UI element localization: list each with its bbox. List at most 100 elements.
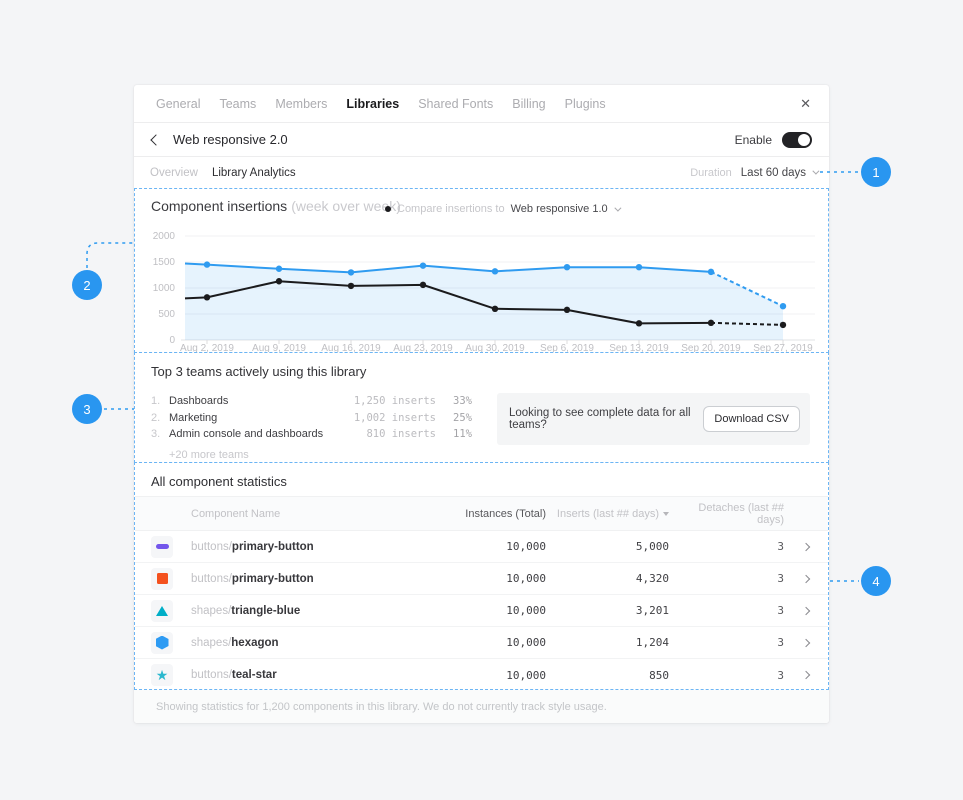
x-axis-tick-label: Sep 6, 2019	[540, 343, 594, 352]
nav-tab-billing[interactable]: Billing	[512, 96, 546, 111]
detaches-value: 3	[777, 572, 784, 585]
nav-tab-libraries[interactable]: Libraries	[346, 96, 400, 111]
series-area-fill	[185, 263, 783, 340]
component-thumbnail	[151, 631, 173, 654]
detaches-value: 3	[777, 668, 784, 682]
callout-badge-3: 3	[72, 394, 102, 424]
x-axis-tick-label: Sep 20, 2019	[681, 343, 741, 352]
team-rank: 1.	[151, 395, 161, 408]
series-line-projected-1	[710, 321, 784, 326]
chevron-right-icon[interactable]	[801, 574, 811, 583]
tab-library-analytics[interactable]: Library Analytics	[211, 166, 296, 179]
more-teams-link[interactable]: +20 more teams	[169, 449, 249, 461]
orange-square-icon	[156, 573, 168, 584]
y-axis-tick-label: 500	[158, 309, 175, 320]
duration-label: Duration	[690, 166, 732, 179]
footnote-text: Showing statistics for 1,200 components …	[156, 700, 607, 713]
table-body: buttons/primary-button 10,000 5,000 3 bu…	[135, 531, 828, 691]
instances-value: 10,000	[506, 540, 546, 553]
data-point	[707, 319, 715, 327]
insertions-line-chart: 0 500 1000 1500 2000 Aug 2, 2019 Aug 9, 2019 Au…	[153, 231, 815, 352]
data-point	[707, 268, 715, 276]
teal-star-icon	[156, 668, 169, 682]
column-detaches: Detaches (last ## days)	[698, 501, 784, 526]
inserts-value: 4,320	[635, 572, 669, 585]
table-row[interactable]: buttons/teal-star 10,000 850 3	[135, 659, 828, 691]
x-axis-tick-label: Aug 9, 2019	[252, 343, 306, 352]
team-rank: 3.	[151, 428, 161, 441]
duration-dropdown[interactable]: Last 60 days	[740, 166, 820, 179]
table-row[interactable]: buttons/primary-button 10,000 4,320 3	[135, 563, 828, 595]
column-inserts-sortable[interactable]: Inserts (last ## days)	[546, 508, 669, 520]
inserts-value: 3,201	[635, 604, 669, 617]
team-name: Admin console and dashboards	[169, 428, 324, 441]
data-point	[779, 303, 787, 310]
data-point	[275, 278, 283, 285]
instances-value: 10,000	[506, 604, 546, 617]
y-axis-tick-label: 1500	[153, 257, 176, 268]
data-point	[203, 294, 211, 301]
top-teams-title: Top 3 teams actively using this library	[151, 364, 367, 379]
callout-badge-2: 2	[72, 270, 102, 300]
component-statistics-title: All component statistics	[151, 474, 287, 489]
chart-subtitle: (week over week)	[291, 198, 401, 214]
nav-tab-general[interactable]: General	[156, 96, 201, 111]
chevron-down-icon	[812, 167, 820, 175]
nav-tab-plugins[interactable]: Plugins	[564, 96, 606, 111]
chevron-right-icon[interactable]	[801, 542, 811, 551]
team-row: 3. Admin console and dashboards 810 inse…	[151, 426, 472, 443]
table-header-row: Component Name Instances (Total) Inserts…	[135, 496, 828, 531]
column-inserts-label: Inserts (last ## days)	[556, 507, 659, 520]
enable-toggle[interactable]	[782, 131, 812, 148]
detaches-value: 3	[777, 540, 784, 553]
component-name: hexagon	[231, 636, 279, 649]
toggle-knob	[798, 133, 810, 146]
chevron-right-icon[interactable]	[801, 638, 811, 647]
team-inserts: 1,002 inserts	[353, 411, 436, 424]
nav-tab-teams[interactable]: Teams	[219, 96, 257, 111]
component-prefix: shapes/	[191, 636, 232, 649]
team-name: Dashboards	[169, 395, 229, 408]
inserts-value: 5,000	[635, 540, 669, 553]
data-point	[635, 264, 643, 271]
statistics-footnote: Showing statistics for 1,200 components …	[134, 690, 829, 723]
compare-library-dropdown[interactable]: Web responsive 1.0	[510, 203, 622, 215]
callout-badge-4: 4	[861, 566, 891, 596]
x-axis-tick-label: Aug 2, 2019	[180, 343, 234, 352]
legend-dot-icon	[385, 206, 391, 212]
nav-tab-members[interactable]: Members	[275, 96, 328, 111]
back-chevron-icon[interactable]	[150, 133, 162, 146]
x-axis-tick-label: Sep 27, 2019	[753, 343, 813, 352]
table-row[interactable]: shapes/triangle-blue 10,000 3,201 3	[135, 595, 828, 627]
duration-value: Last 60 days	[740, 166, 806, 179]
x-axis-tick-label: Sep 13, 2019	[609, 343, 669, 352]
tab-overview[interactable]: Overview	[150, 166, 198, 179]
y-axis-tick-label: 0	[169, 335, 175, 346]
data-point	[419, 262, 427, 269]
component-thumbnail	[151, 567, 173, 590]
series-line-projected-0	[710, 270, 784, 308]
purple-pill-icon	[155, 544, 169, 549]
compare-library-value: Web responsive 1.0	[510, 203, 608, 215]
download-csv-button[interactable]: Download CSV	[703, 406, 800, 432]
data-point	[635, 320, 643, 327]
data-point	[419, 281, 427, 289]
library-title-bar: Web responsive 2.0 Enable	[134, 123, 829, 157]
column-instances-total: Instances (Total)	[465, 507, 546, 520]
chevron-right-icon[interactable]	[801, 670, 811, 680]
table-row[interactable]: buttons/primary-button 10,000 5,000 3	[135, 531, 828, 563]
table-row[interactable]: shapes/hexagon 10,000 1,204 3	[135, 627, 828, 659]
component-insertions-section: Component insertions (week over week) Com…	[134, 188, 829, 353]
x-axis-tick-label: Aug 16, 2019	[321, 343, 381, 352]
chevron-right-icon[interactable]	[801, 606, 811, 615]
detaches-value: 3	[777, 604, 784, 617]
instances-value: 10,000	[506, 636, 546, 649]
column-component-name: Component Name	[191, 507, 281, 520]
library-title: Web responsive 2.0	[173, 132, 288, 147]
component-name: teal-star	[231, 669, 277, 681]
top-teams-list: 1. Dashboards 1,250 inserts 33% 2. Marke…	[151, 393, 472, 443]
nav-tab-shared-fonts[interactable]: Shared Fonts	[418, 96, 494, 111]
close-icon[interactable]: ✕	[800, 96, 811, 111]
y-axis-tick-label: 1000	[153, 283, 176, 294]
component-name: primary-button	[231, 572, 314, 585]
